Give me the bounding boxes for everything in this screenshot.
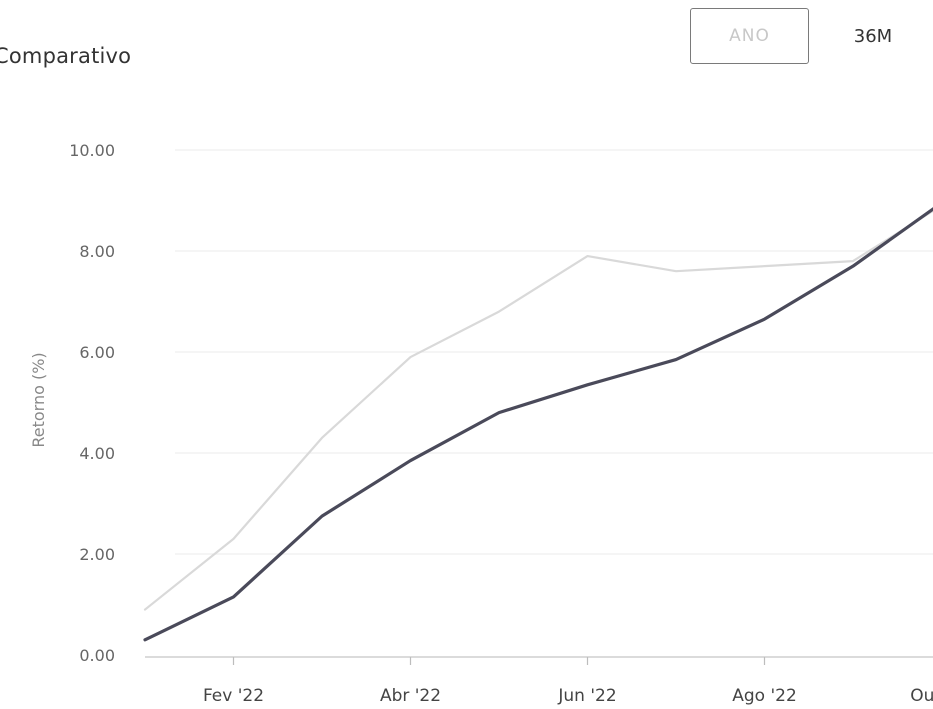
y-axis-ticks: 0.00 2.00 4.00 6.00 8.00 10.00 [69,141,115,665]
y-tick-label: 8.00 [79,242,115,261]
x-axis: Fev '22 Abr '22 Jun '22 Ago '22 Out '22 [145,656,933,706]
x-tick-label: Ago '22 [732,686,797,706]
y-tick-label: 2.00 [79,545,115,564]
series-line-2 [143,207,933,642]
x-tick-label: Out '22 [910,686,933,706]
x-tick-label: Fev '22 [203,686,264,706]
series-lines [143,207,933,642]
chart-title: Comparativo [0,44,132,68]
x-tick-label: Jun '22 [557,686,616,706]
y-axis-label: Retorno (%) [29,352,48,447]
period-button-ano[interactable]: ANO [690,8,809,64]
y-tick-label: 6.00 [79,343,115,362]
y-tick-label: 0.00 [79,646,115,665]
y-tick-label: 10.00 [69,141,115,160]
series-line-1 [143,209,933,611]
y-tick-label: 4.00 [79,444,115,463]
period-button-36m[interactable]: 36M [830,8,916,64]
x-tick-label: Abr '22 [380,686,441,706]
grid-lines [175,149,933,555]
